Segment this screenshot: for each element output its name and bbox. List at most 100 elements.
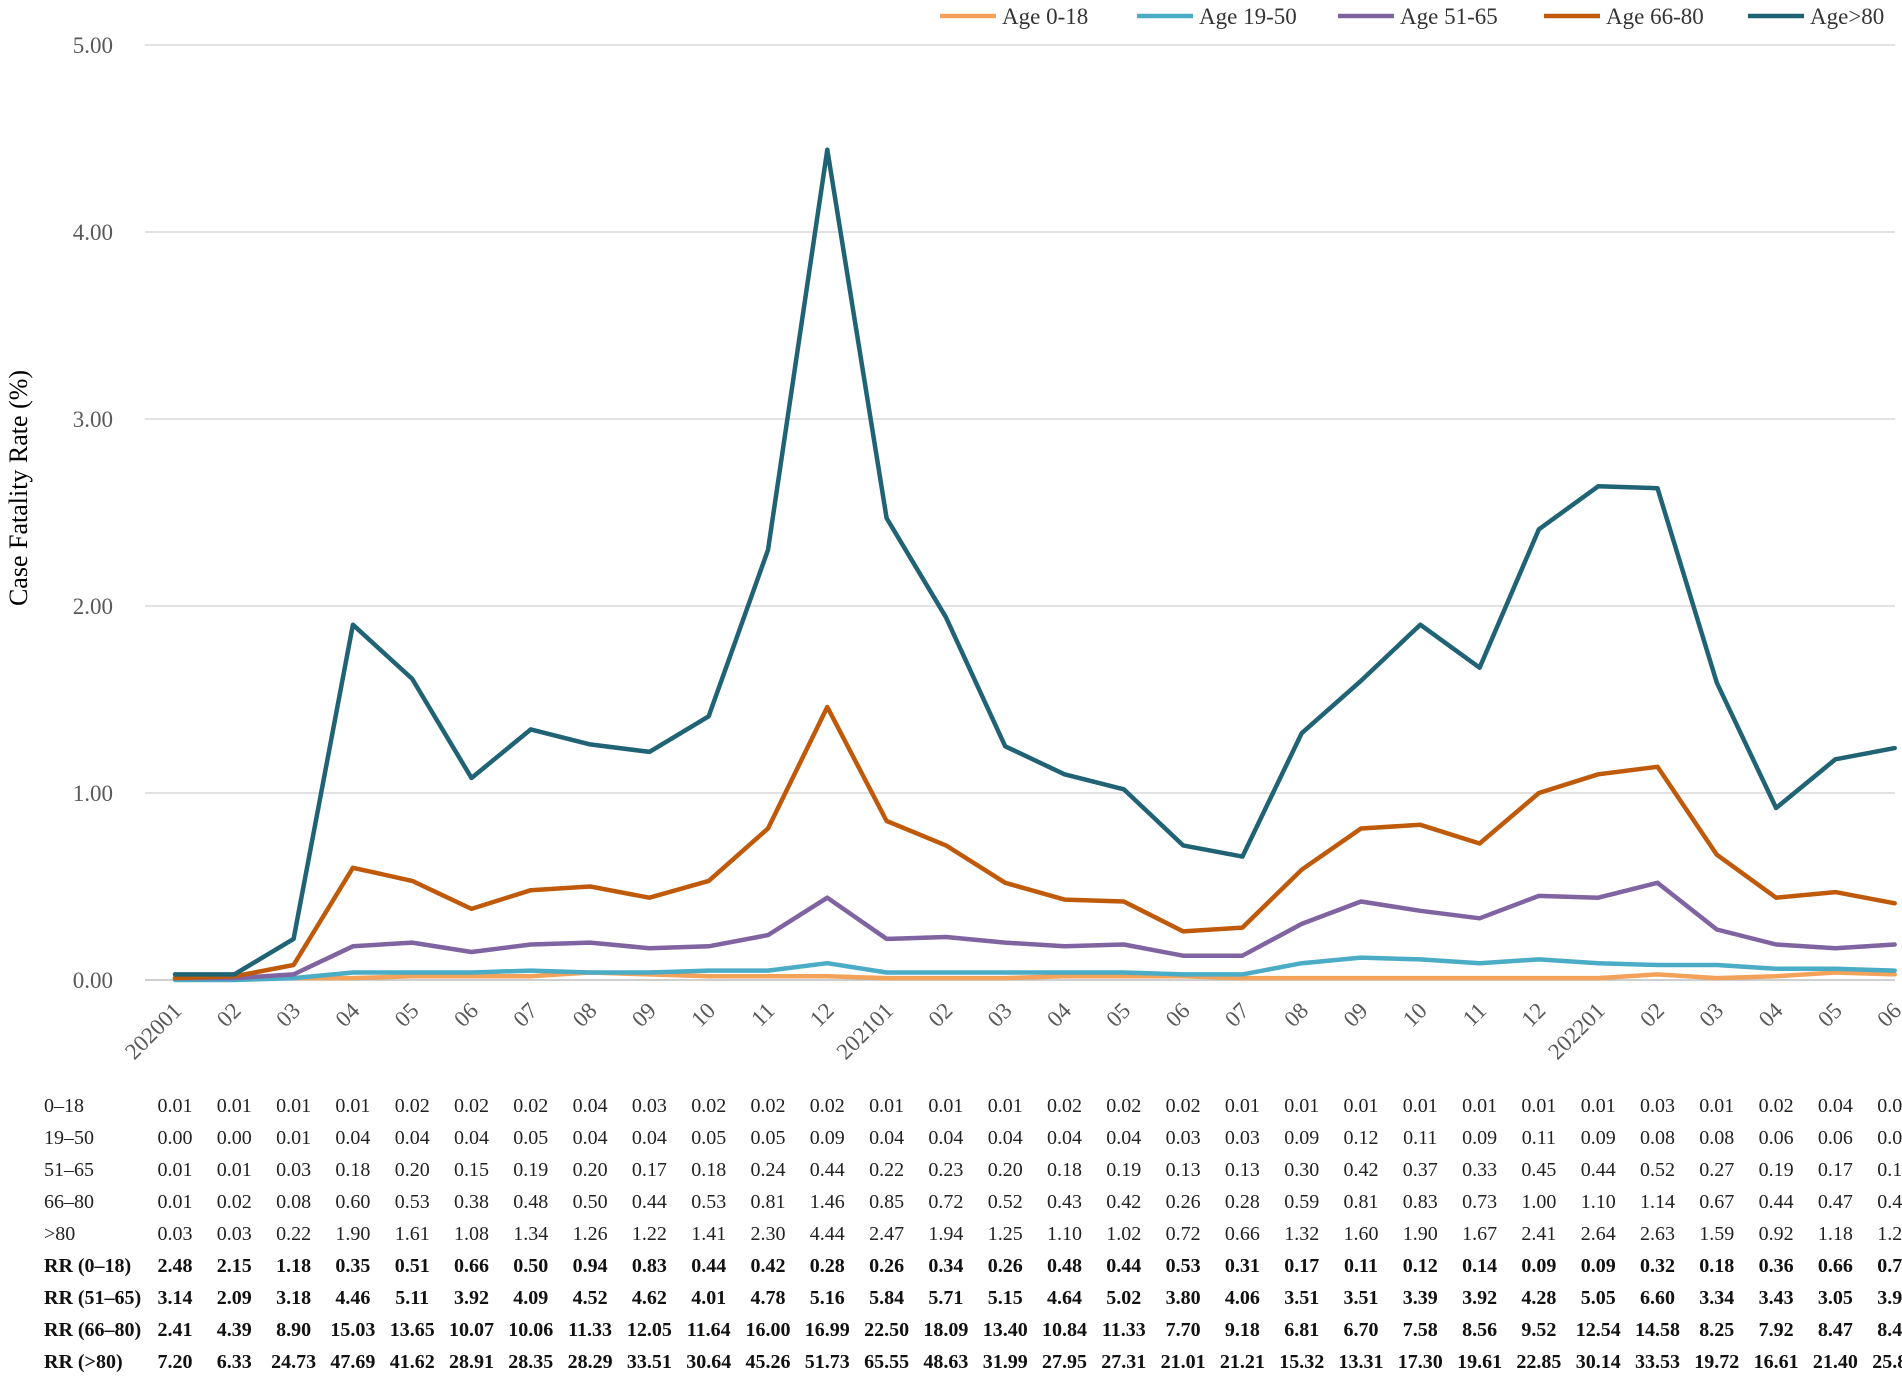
table-cell: 47.69 [330,1351,376,1373]
table-cell: 0.66 [454,1255,489,1277]
table-cell: 1.18 [1817,1223,1853,1245]
x-tick-label: 11 [746,998,779,1031]
table-cell: 3.92 [1462,1287,1498,1309]
table-cell: 0.02 [750,1095,786,1117]
table-cell: 0.44 [809,1159,845,1181]
table-cell: 3.51 [1343,1287,1379,1309]
table-cell: 13.40 [982,1319,1028,1341]
table-cell: 0.02 [513,1095,549,1117]
table-cell: 0.72 [1165,1223,1201,1245]
table-cell: 1.24 [1877,1223,1902,1245]
table-cell: 0.04 [394,1127,430,1149]
table-cell: 0.35 [335,1255,371,1277]
table-row: 19–50 0.00 0.00 0.01 0.04 0.04 0.04 0.05 0.04 0.0… [0,1122,1902,1154]
table-cell: 6.33 [216,1351,252,1373]
line-chart: 0.00 1.00 2.00 3.00 4.00 5.00 202001 02 03 04 05 0… [4,4,1902,1064]
y-tick-label: 3.00 [73,407,113,432]
table-cell: 0.67 [1699,1191,1735,1213]
legend-label: Age 66-80 [1606,4,1704,29]
x-tick-label: 09 [1339,998,1373,1032]
table-cell: 8.90 [276,1319,312,1341]
table-cell: 0.01 [157,1159,193,1181]
table-cell: 21.40 [1812,1351,1858,1373]
table-cell: 0.52 [987,1191,1023,1213]
table-cell: 0.83 [1402,1191,1438,1213]
table-cell: 3.05 [1817,1287,1853,1309]
table-cell: 0.72 [928,1191,964,1213]
table-cell: 2.41 [157,1319,193,1341]
table-cell: 0.83 [631,1255,667,1277]
table-cell: 3.39 [1402,1287,1438,1309]
table-cell: 2.15 [216,1255,252,1277]
table-cell: 51.73 [804,1351,850,1373]
table-cell: 15.32 [1279,1351,1325,1373]
table-cell: 0.14 [1462,1255,1498,1277]
x-tick-label: 12 [1516,998,1550,1032]
x-tick-label: 202101 [832,998,898,1064]
table-cell: 8.47 [1877,1319,1902,1341]
table-cell: 2.64 [1580,1223,1616,1245]
table-cell: 8.56 [1462,1319,1498,1341]
table-cell: 7.70 [1165,1319,1201,1341]
table-cell: 5.71 [928,1287,964,1309]
table-cell: 0.01 [1224,1095,1260,1117]
table-cell: 28.35 [508,1351,554,1373]
table-cell: 0.01 [157,1191,193,1213]
series-line-2 [172,880,1897,981]
table-cell: 0.53 [394,1191,430,1213]
table-cell: 12.05 [626,1319,672,1341]
table-cell: 0.60 [335,1191,371,1213]
table-cell: 0.01 [1284,1095,1320,1117]
table-cell: 22.85 [1516,1351,1562,1373]
table-cell: 0.19 [1758,1159,1794,1181]
x-tick-label: 04 [1042,998,1076,1032]
table-cell: 25.88 [1872,1351,1902,1373]
table-cell: 7.92 [1758,1319,1794,1341]
x-tick-label: 03 [1694,998,1728,1032]
table-cell: 0.03 [631,1095,667,1117]
table-cell: 6.81 [1284,1319,1320,1341]
table-cell: 0.01 [276,1095,312,1117]
table-row-label: RR (0–18) [44,1255,132,1277]
table-cell: 0.73 [1462,1191,1498,1213]
table-cell: 0.13 [1165,1159,1201,1181]
table-row-label: 0–18 [44,1095,84,1117]
table-cell: 0.24 [750,1159,786,1181]
table-cell: 0.43 [1047,1191,1082,1213]
table-cell: 0.45 [1521,1159,1557,1181]
x-tick-label: 02 [1635,998,1669,1032]
table-cell: 0.03 [1877,1095,1902,1117]
legend: Age 0-18 Age 19-50 Age 51-65 Age 66-80 Age>8… [940,4,1884,29]
table-cell: 0.81 [750,1191,786,1213]
table-cell: 28.29 [567,1351,613,1373]
table-cell: 11.33 [568,1319,613,1341]
table-row: >80 0.03 0.03 0.22 1.90 1.61 1.08 1.34 1.26 1.22 1… [0,1218,1902,1250]
table-cell: 0.53 [691,1191,727,1213]
table-cell: 0.44 [691,1255,727,1277]
table-cell: 0.19 [1106,1159,1142,1181]
table-cell: 7.58 [1402,1319,1438,1341]
table-cell: 19.72 [1694,1351,1740,1373]
table-cell: 6.60 [1640,1287,1675,1309]
table-cell: 30.64 [686,1351,732,1373]
table-row-label: RR (>80) [44,1351,123,1373]
table-cell: 0.50 [513,1255,549,1277]
table-cell: 2.09 [216,1287,252,1309]
table-cell: 0.01 [1402,1095,1438,1117]
table-cell: 0.02 [454,1095,489,1117]
y-tick-label: 5.00 [73,33,113,58]
table-cell: 10.07 [449,1319,494,1341]
table-cell: 0.94 [572,1255,608,1277]
table-cell: 0.51 [394,1255,430,1277]
table-cell: 10.06 [508,1319,554,1341]
y-axis-ticks: 0.00 1.00 2.00 3.00 4.00 5.00 [73,33,113,993]
legend-label: Age 19-50 [1199,4,1297,29]
table-cell: 5.15 [987,1287,1023,1309]
table-cell: 0.28 [1224,1191,1260,1213]
table-cell: 0.31 [1224,1255,1260,1277]
table-cell: 0.01 [928,1095,964,1117]
table-cell: 0.48 [1047,1255,1082,1277]
table-cell: 0.44 [1758,1191,1794,1213]
table-cell: 0.11 [1521,1127,1557,1149]
table-row: RR (51–65) 3.14 2.09 3.18 4.46 5.11 3.92 4.09 4.… [0,1282,1902,1314]
